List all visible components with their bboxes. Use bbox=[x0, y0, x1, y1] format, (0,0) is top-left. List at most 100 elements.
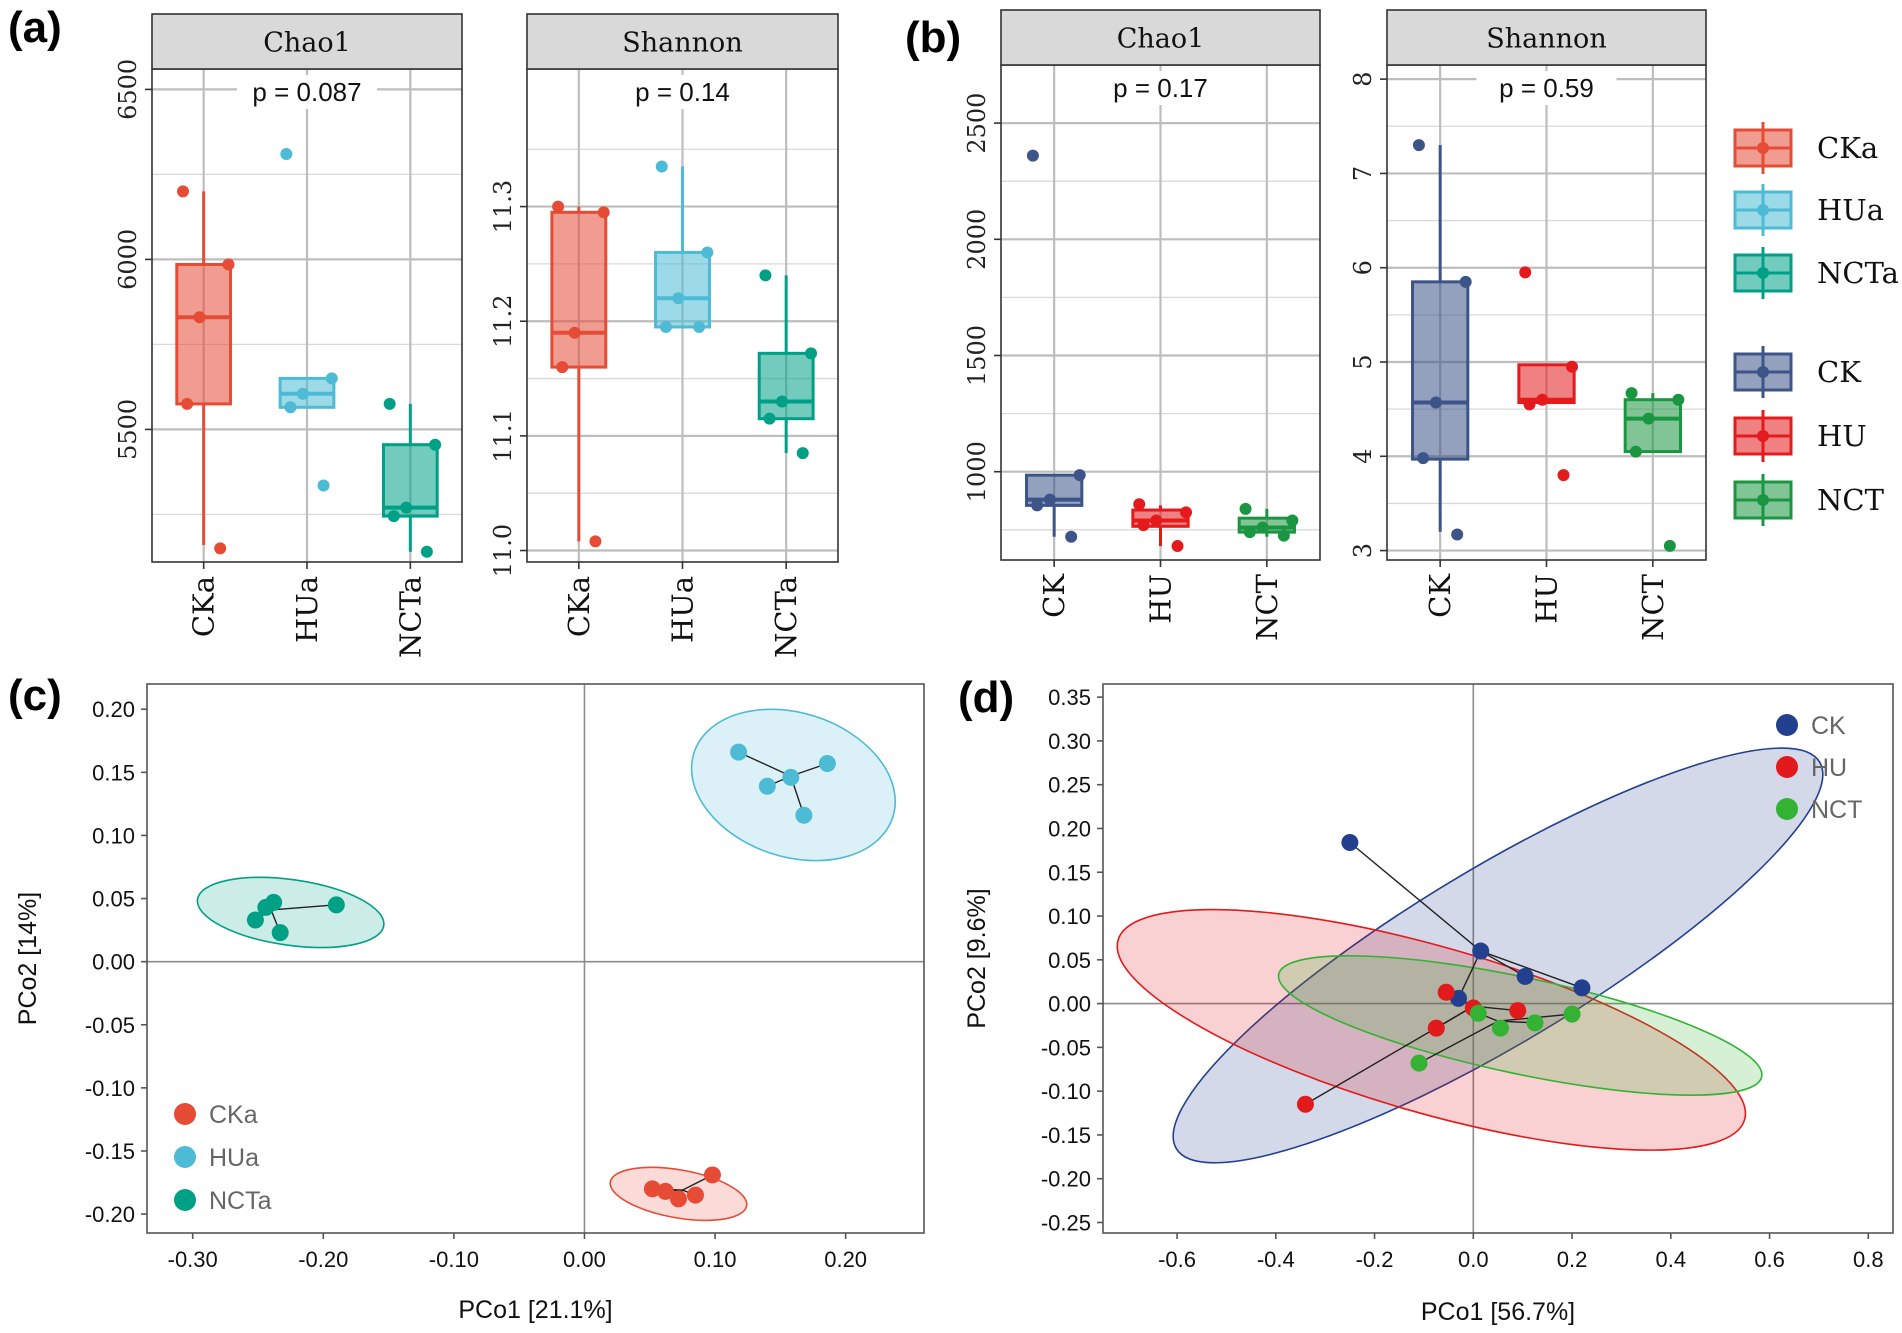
data-point bbox=[643, 1180, 661, 1198]
legend-label-NCTa: NCTa bbox=[209, 1187, 272, 1215]
panel-a-chao1-plot: Chao1 p = 0.087 5500 6000 6500 CKa HUa NCTa bbox=[114, 13, 463, 658]
y-tick-label: 2000 bbox=[963, 209, 991, 270]
box-NCT bbox=[1623, 398, 1682, 454]
legend-label-NCT: NCT bbox=[1811, 796, 1862, 824]
legend-point bbox=[1757, 430, 1769, 442]
data-point bbox=[758, 777, 776, 795]
data-point bbox=[1427, 1019, 1445, 1037]
data-point bbox=[1519, 266, 1532, 279]
ellipse-CK bbox=[1172, 747, 1824, 1164]
x-tick-label: -0.6 bbox=[1158, 1247, 1196, 1272]
data-point bbox=[818, 755, 836, 773]
panel-d-pcoa-plot: -0.6 -0.4 -0.2 0.0 0.2 0.4 0.6 0.8 0.35 0.30 0.25 0… bbox=[963, 683, 1894, 1326]
y-tick-label: 5 bbox=[1349, 354, 1377, 369]
data-point bbox=[669, 1190, 687, 1208]
box-CKa bbox=[550, 210, 608, 369]
data-point bbox=[1429, 396, 1442, 409]
data-point bbox=[1566, 360, 1579, 373]
y-tick-label: 6 bbox=[1349, 260, 1377, 275]
x-tick-label: 0.8 bbox=[1853, 1247, 1884, 1272]
data-point bbox=[387, 510, 400, 523]
y-tick-label: 0.05 bbox=[1048, 948, 1091, 973]
legend-label-CK: CK bbox=[1817, 355, 1862, 389]
data-point bbox=[1625, 387, 1638, 400]
pvalue-bg bbox=[612, 75, 753, 109]
spoke-line bbox=[1418, 1020, 1499, 1064]
data-point bbox=[1296, 1095, 1314, 1113]
y-tick-label: 0.05 bbox=[92, 887, 135, 912]
legend-label-HUa: HUa bbox=[1817, 193, 1884, 227]
pvalue-bg bbox=[237, 75, 377, 109]
strip-title: Chao1 bbox=[1117, 24, 1205, 55]
legend-marker-CKa bbox=[174, 1103, 196, 1125]
y-axis-title: PCo2 [9.6%] bbox=[963, 888, 991, 1028]
plot-frame bbox=[1102, 683, 1894, 1234]
x-tick-label: 0.4 bbox=[1656, 1247, 1687, 1272]
legend-label-CKa: CKa bbox=[209, 1101, 258, 1129]
legend-point bbox=[1757, 204, 1769, 216]
data-point bbox=[730, 743, 748, 761]
data-point bbox=[317, 479, 330, 492]
legend-label-NCT: NCT bbox=[1817, 483, 1885, 517]
x-tick-label: 0.20 bbox=[824, 1247, 867, 1272]
data-point bbox=[782, 768, 800, 786]
spoke-line bbox=[1480, 950, 1526, 978]
data-point bbox=[1563, 1005, 1581, 1023]
data-point bbox=[280, 148, 293, 160]
y-tick-label: 0.25 bbox=[1048, 773, 1091, 798]
data-point bbox=[429, 438, 442, 451]
legend-marker-HUa bbox=[174, 1146, 196, 1168]
data-point bbox=[246, 911, 264, 929]
legend-point bbox=[1757, 366, 1769, 378]
legend-label-HU: HU bbox=[1817, 419, 1867, 453]
plot-area bbox=[1103, 684, 1893, 1233]
data-point bbox=[327, 896, 345, 914]
data-point bbox=[597, 206, 610, 219]
strip-header bbox=[526, 13, 839, 70]
y-tick-label: -0.20 bbox=[1041, 1167, 1091, 1192]
y-tick-label: -0.15 bbox=[1041, 1123, 1091, 1148]
data-point bbox=[655, 160, 668, 173]
box-NCTa bbox=[757, 351, 815, 421]
data-point bbox=[1526, 1014, 1544, 1032]
legend-marker-CK bbox=[1776, 714, 1798, 736]
y-tick-label: 5500 bbox=[114, 399, 142, 460]
data-point bbox=[1026, 149, 1039, 162]
y-tick-label: 1000 bbox=[963, 441, 991, 502]
data-point bbox=[1472, 942, 1490, 960]
y-tick-label: 11.1 bbox=[489, 409, 517, 462]
x-tick-label: CK bbox=[1423, 573, 1457, 618]
strip-title: Chao1 bbox=[263, 28, 351, 59]
y-tick-label: 0.15 bbox=[92, 760, 135, 785]
data-point bbox=[1663, 539, 1676, 552]
panel-label-a: (a) bbox=[8, 3, 62, 52]
data-point bbox=[1171, 540, 1184, 553]
x-tick-label: -0.10 bbox=[429, 1247, 479, 1272]
y-tick-label: -0.05 bbox=[85, 1013, 135, 1038]
x-tick-label: 0.2 bbox=[1557, 1247, 1588, 1272]
spoke-line bbox=[1480, 950, 1583, 989]
y-tick-label: 4 bbox=[1349, 449, 1377, 464]
x-tick-label: NCT bbox=[1636, 573, 1670, 641]
x-tick-label: HUa bbox=[290, 576, 324, 643]
x-tick-label: 0.0 bbox=[1458, 1247, 1489, 1272]
data-point bbox=[383, 397, 396, 410]
data-point bbox=[1410, 1054, 1428, 1072]
legend-point bbox=[1757, 494, 1769, 506]
spoke-line bbox=[1349, 841, 1482, 952]
data-point bbox=[1043, 493, 1056, 506]
y-tick-label: 1500 bbox=[963, 325, 991, 386]
y-tick-label: -0.10 bbox=[1041, 1079, 1091, 1104]
data-point bbox=[1509, 1002, 1527, 1020]
y-tick-label: 0.20 bbox=[1048, 816, 1091, 841]
data-point bbox=[1672, 393, 1685, 406]
y-tick-label: 11.0 bbox=[489, 524, 517, 577]
x-tick-label: -0.30 bbox=[168, 1247, 218, 1272]
x-tick-label: HUa bbox=[666, 576, 700, 643]
data-point bbox=[701, 246, 714, 259]
data-point bbox=[400, 501, 413, 514]
data-point bbox=[1137, 519, 1150, 532]
data-point bbox=[1459, 275, 1472, 288]
data-point bbox=[222, 258, 235, 271]
